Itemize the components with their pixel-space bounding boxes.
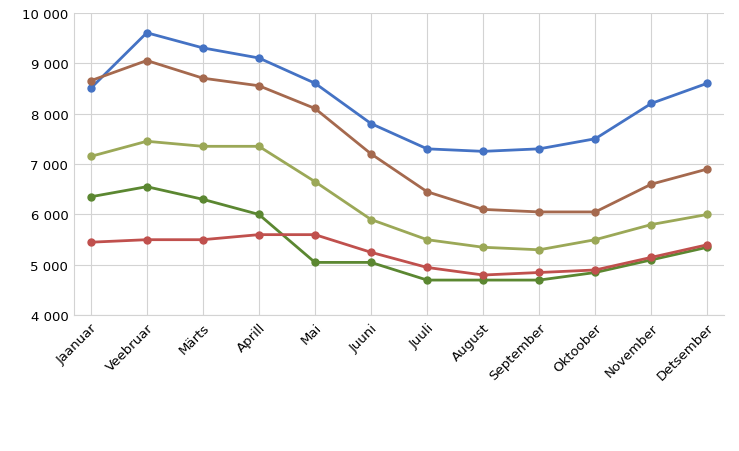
2016	[647, 101, 655, 107]
2017	[591, 210, 600, 215]
2017	[198, 76, 207, 82]
2017	[254, 84, 263, 89]
2019	[143, 184, 151, 190]
2016	[143, 31, 151, 37]
Line: 2019: 2019	[87, 184, 711, 284]
2020	[479, 273, 488, 278]
2017	[423, 189, 432, 195]
2016	[86, 86, 95, 92]
2019	[647, 258, 655, 263]
Line: 2017: 2017	[87, 58, 711, 216]
2016	[591, 137, 600, 142]
2016	[479, 149, 488, 155]
2016	[423, 147, 432, 152]
2018	[198, 144, 207, 150]
2020	[310, 232, 319, 238]
2020	[367, 250, 375, 255]
2019	[310, 260, 319, 266]
2020	[591, 267, 600, 273]
2016	[367, 122, 375, 127]
2020	[423, 265, 432, 271]
2019	[591, 270, 600, 276]
2020	[198, 237, 207, 243]
2020	[254, 232, 263, 238]
2020	[535, 270, 544, 276]
2019	[367, 260, 375, 266]
2018	[647, 222, 655, 228]
2018	[310, 179, 319, 185]
2017	[479, 207, 488, 212]
2016	[198, 46, 207, 51]
2019	[254, 212, 263, 218]
Legend: 2016, 2017, 2018, 2019, 2020: 2016, 2017, 2018, 2019, 2020	[200, 449, 598, 451]
2018	[591, 237, 600, 243]
2017	[367, 152, 375, 157]
2017	[703, 167, 712, 172]
2018	[535, 248, 544, 253]
Line: 2020: 2020	[87, 232, 711, 279]
Line: 2018: 2018	[87, 138, 711, 254]
2019	[423, 278, 432, 283]
2016	[310, 81, 319, 87]
2018	[367, 217, 375, 223]
2019	[86, 195, 95, 200]
2018	[423, 237, 432, 243]
2017	[647, 182, 655, 188]
2018	[143, 139, 151, 145]
2020	[143, 237, 151, 243]
2017	[143, 59, 151, 64]
2020	[703, 243, 712, 248]
2017	[535, 210, 544, 215]
2016	[535, 147, 544, 152]
2019	[535, 278, 544, 283]
2020	[86, 240, 95, 245]
2018	[86, 154, 95, 160]
2016	[703, 81, 712, 87]
2019	[703, 245, 712, 250]
2018	[703, 212, 712, 218]
2017	[310, 106, 319, 112]
2019	[198, 197, 207, 202]
2018	[254, 144, 263, 150]
2018	[479, 245, 488, 250]
2019	[479, 278, 488, 283]
2017	[86, 79, 95, 84]
2020	[647, 255, 655, 261]
Line: 2016: 2016	[87, 30, 711, 156]
2016	[254, 56, 263, 61]
